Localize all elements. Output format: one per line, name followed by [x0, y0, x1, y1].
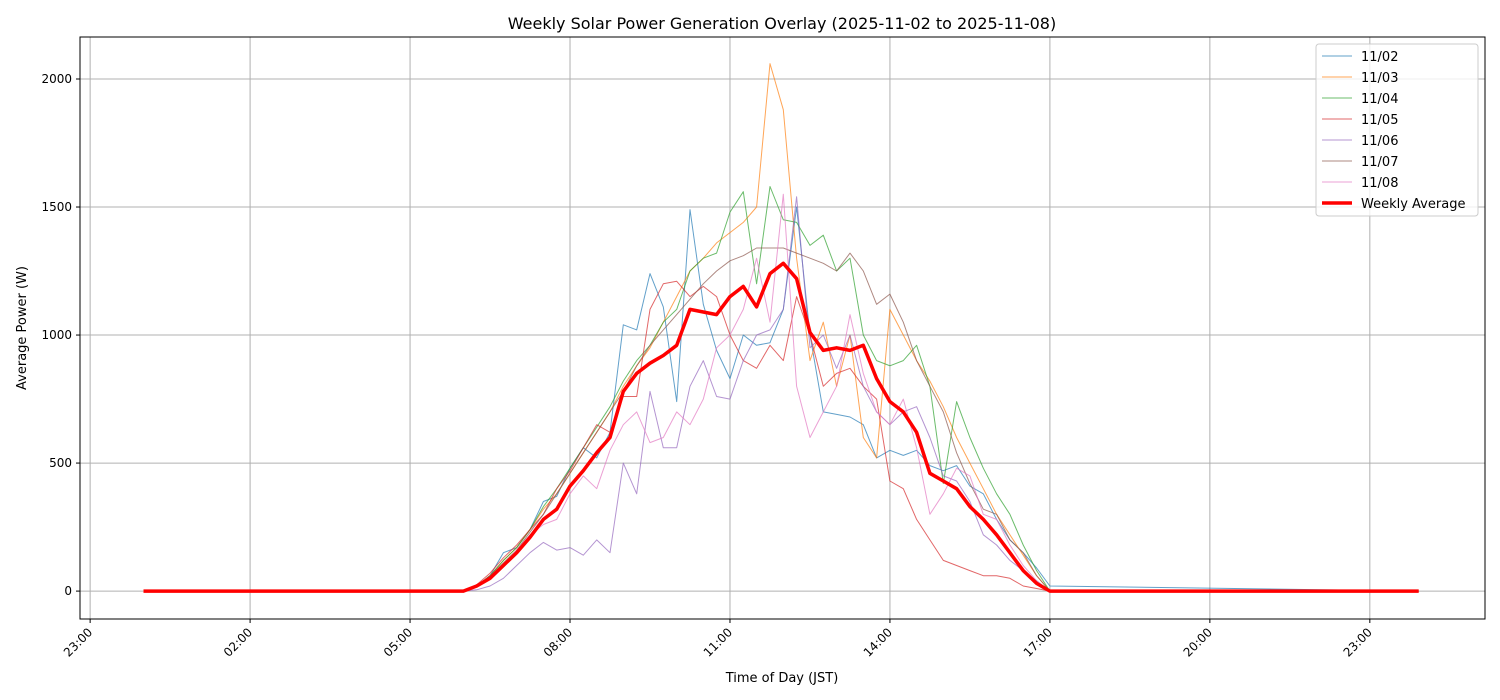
y-tick-label: 500: [49, 456, 72, 470]
legend-label: 11/06: [1361, 134, 1398, 149]
y-axis-label: Average Power (W): [15, 266, 30, 390]
legend-label: 11/08: [1361, 176, 1398, 191]
series-line-11-03: [143, 63, 1419, 592]
x-tick-label: 20:00: [1181, 625, 1215, 659]
x-tick-label: 05:00: [381, 625, 415, 659]
series-lines: [143, 63, 1419, 593]
x-tick-label: 23:00: [61, 625, 95, 659]
series-line-11-04: [143, 186, 1419, 592]
series-line-11-08: [143, 193, 1419, 592]
legend-label: 11/03: [1361, 71, 1398, 86]
y-tick-label: 1000: [41, 328, 72, 342]
legend-box: [1315, 43, 1479, 217]
series-line-11-06: [143, 196, 1419, 592]
legend-label: 11/05: [1361, 113, 1398, 128]
legend-label: Weekly Average: [1361, 197, 1465, 212]
y-axis-ticks: 0 500 1000 1500 2000: [41, 72, 80, 598]
y-tick-label: 1500: [41, 200, 72, 214]
plot-frame: [79, 36, 1486, 620]
x-tick-label: 08:00: [541, 625, 575, 659]
x-axis-label: Time of Day (JST): [725, 671, 839, 686]
x-tick-label: 17:00: [1021, 625, 1055, 659]
x-tick-label: 02:00: [221, 625, 255, 659]
y-tick-label: 2000: [41, 72, 72, 86]
series-line-weekly-average: [143, 261, 1419, 593]
x-tick-label: 14:00: [861, 625, 895, 659]
x-tick-label: 23:00: [1341, 625, 1375, 659]
series-line-11-05: [143, 280, 1419, 592]
legend-label: 11/02: [1361, 50, 1398, 65]
series-line-11-07: [143, 247, 1419, 592]
legend-label: 11/07: [1361, 155, 1398, 170]
x-tick-label: 11:00: [701, 625, 735, 659]
chart-title: Weekly Solar Power Generation Overlay (2…: [508, 14, 1056, 33]
legend-label: 11/04: [1361, 92, 1398, 107]
x-axis-ticks: 23:00 02:00 05:00 08:00 11:00 14:00 17:00 20:00…: [61, 619, 1375, 660]
legend: 11/02 11/03 11/04 11/05 11/06 11/07 11/08 Weekl…: [1315, 43, 1479, 217]
y-tick-label: 0: [64, 584, 72, 598]
grid: [80, 37, 1485, 619]
